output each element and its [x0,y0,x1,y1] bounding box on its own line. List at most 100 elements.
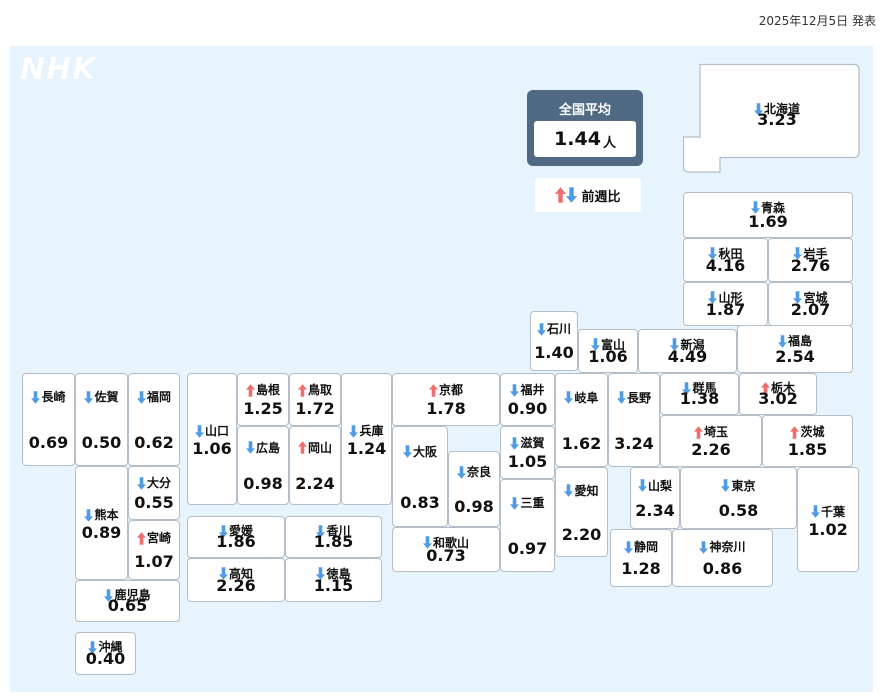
prefecture-wakayama: 和歌山 0.73 [392,527,500,572]
prefecture-osaka: 大阪 0.83 [392,426,448,527]
down-arrow-icon [316,567,326,580]
prefecture-value: 2.26 [216,576,256,596]
prefecture-name-text: 北海道 [763,102,800,117]
down-arrow-icon [623,540,633,554]
prefecture-name-text: 岩手 [803,246,828,261]
prefecture-value: 0.97 [507,539,548,559]
prefecture-iwate: 岩手 2.76 [768,238,853,282]
prefecture-name-text: 富山 [600,337,625,352]
prefecture-value: 3.02 [758,389,798,409]
nhk-logo: NHK [20,52,97,87]
prefecture-hiroshima: 広島 0.98 [237,426,289,505]
down-arrow-icon [777,334,787,348]
legend: 前週比 [535,178,641,212]
prefecture-value: 1.38 [679,389,720,409]
prefecture-nara: 奈良 0.98 [448,451,500,527]
prefecture-name: 長崎 [23,390,74,404]
prefecture-mie: 三重 0.97 [500,479,555,572]
prefecture-name-text: 秋田 [718,246,743,261]
down-arrow-icon [218,524,228,538]
down-arrow-icon [31,391,41,404]
prefecture-value: 0.40 [85,649,126,669]
prefecture-kanagawa: 神奈川 0.86 [672,529,773,587]
prefecture-name-text: 高知 [228,566,253,581]
prefecture-name-text: 千葉 [820,504,845,519]
down-arrow-icon [245,441,255,455]
prefecture-value: 1.25 [243,398,283,418]
prefecture-name: 東京 [681,479,796,493]
prefecture-name-text: 宮崎 [146,531,171,546]
prefecture-shiga: 滋賀 1.05 [500,426,555,479]
down-arrow-icon [536,323,546,336]
prefecture-tottori: 鳥取 1.72 [289,373,341,426]
prefecture-kyoto: 京都 1.78 [392,373,500,426]
prefecture-nagasaki: 長崎 0.69 [22,373,75,466]
prefecture-name-text: 香川 [326,524,351,539]
prefecture-name: 大阪 [393,445,447,459]
down-arrow-icon [616,391,626,404]
prefecture-value: 1.85 [313,532,354,552]
prefecture-value: 1.05 [507,451,548,471]
prefecture-kagoshima: 鹿児島 0.65 [75,580,180,622]
prefecture-name-text: 愛知 [574,483,599,498]
down-arrow-icon [136,477,146,490]
prefecture-name: 山梨 [631,479,679,493]
prefecture-name: 長野 [609,391,659,405]
down-arrow-icon [564,391,574,404]
prefecture-miyazaki: 宮崎 1.07 [128,520,180,580]
prefecture-value: 4.16 [705,256,746,276]
down-arrow-icon [316,524,326,538]
prefecture-name-text: 石川 [546,322,571,337]
prefecture-name-text: 岡山 [307,440,332,455]
prefecture-nagano: 長野 3.24 [608,373,660,467]
prefecture-value: 0.58 [718,500,759,520]
prefecture-yamanashi: 山梨 2.34 [630,467,680,529]
national-average-panel: 全国平均 1.44 人 [527,90,643,166]
prefecture-name: 和歌山 [393,536,499,550]
prefecture-name: 三重 [501,496,554,510]
prefecture-name-text: 福島 [787,334,812,349]
prefecture-value: 1.40 [534,342,574,362]
prefecture-name: 滋賀 [501,436,554,450]
prefecture-value: 2.76 [790,256,831,276]
prefecture-name: 佐賀 [76,390,127,404]
prefecture-name: 北海道 [697,102,857,116]
prefecture-value: 0.55 [134,492,174,512]
prefecture-name: 千葉 [798,505,858,519]
prefecture-name: 栃木 [740,381,816,395]
prefecture-value: 0.89 [81,523,122,542]
down-arrow-icon [590,338,600,351]
national-average-box: 1.44 人 [534,121,636,157]
prefecture-fukui: 福井 0.90 [500,373,555,426]
prefecture-name: 福島 [738,334,852,348]
up-arrow-icon [790,425,800,439]
prefecture-value: 0.73 [426,545,466,565]
prefecture-value: 2.54 [775,346,815,366]
prefecture-kochi: 高知 2.26 [187,558,285,602]
prefecture-name: 愛知 [556,484,607,498]
publish-date: 2025年12月5日 発表 [758,14,876,28]
prefecture-name: 山形 [684,291,767,305]
legend-label: 前週比 [581,189,621,205]
prefecture-ishikawa: 石川 1.40 [530,311,578,371]
up-arrow-icon [245,383,255,397]
prefecture-name: 鳥取 [290,383,340,397]
prefecture-name: 群馬 [661,381,738,395]
prefecture-name-text: 沖縄 [98,640,123,655]
prefecture-value: 2.34 [635,500,675,520]
prefecture-name-text: 兵庫 [359,424,384,438]
prefecture-name-text: 京都 [438,383,463,398]
prefecture-name: 福岡 [129,390,179,404]
down-arrow-icon [218,567,228,580]
prefecture-name-text: 福岡 [146,390,171,405]
prefecture-value: 1.28 [621,559,661,579]
prefecture-name-text: 東京 [731,478,756,493]
prefecture-value: 0.98 [243,474,283,494]
prefecture-value: 3.24 [614,434,654,454]
prefecture-saitama: 埼玉 2.26 [660,415,762,467]
prefecture-name: 山口 [188,424,236,438]
prefecture-name: 広島 [238,441,288,455]
prefecture-name-text: 栃木 [770,381,795,396]
prefecture-value: 0.83 [400,493,440,513]
prefecture-name-text: 大分 [146,476,171,491]
